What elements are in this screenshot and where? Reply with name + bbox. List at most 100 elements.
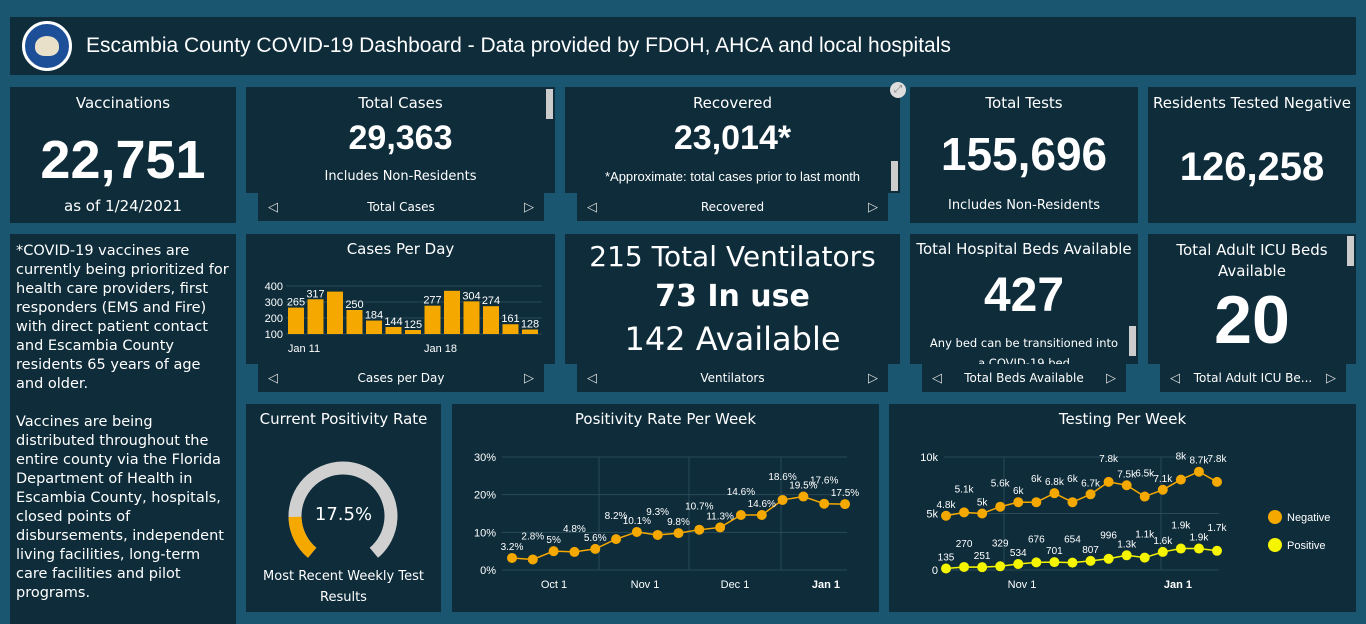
bar xyxy=(424,305,441,334)
data-point xyxy=(1067,557,1078,568)
data-point xyxy=(1175,543,1186,554)
nav-label: Total Cases xyxy=(367,200,435,214)
data-label: 7.5k xyxy=(1117,469,1137,480)
data-point xyxy=(1067,497,1078,508)
next-arrow-icon[interactable]: ▷ xyxy=(1326,370,1336,386)
vaccine-info-text: *COVID-19 vaccines are currently being p… xyxy=(10,234,236,624)
data-label: 4.8% xyxy=(563,524,586,535)
data-point xyxy=(819,498,830,509)
series-line xyxy=(945,547,1218,570)
scrollbar[interactable] xyxy=(1347,236,1354,266)
data-point xyxy=(590,543,601,554)
legend-swatch xyxy=(1268,538,1282,552)
bar-data-label: 317 xyxy=(306,288,324,300)
data-point xyxy=(715,522,726,533)
x-tick-label: Oct 1 xyxy=(541,579,567,591)
next-arrow-icon[interactable]: ▷ xyxy=(868,199,878,215)
y-tick-label: 300 xyxy=(265,297,283,309)
scrollbar[interactable] xyxy=(546,89,553,119)
data-label: 534 xyxy=(1010,548,1027,559)
bar xyxy=(444,290,460,334)
data-point xyxy=(673,528,684,539)
prev-arrow-icon[interactable]: ◁ xyxy=(932,370,942,386)
data-label: 3.2% xyxy=(501,542,524,553)
data-label: 6k xyxy=(1031,474,1043,485)
y-tick-label: 10k xyxy=(920,452,938,464)
cases-per-day-title: Cases Per Day xyxy=(346,240,455,258)
data-label: 8k xyxy=(1176,452,1188,463)
x-tick-label: Jan 11 xyxy=(288,343,320,355)
positivity-gauge xyxy=(288,461,398,558)
data-point xyxy=(1139,552,1150,563)
ventilators-in-use: 73 In use xyxy=(655,279,810,314)
hospital-beds-note: Any bed can be transitioned into a COVID… xyxy=(929,336,1119,364)
data-label: 6k xyxy=(1013,486,1025,497)
data-label: 6.7k xyxy=(1081,478,1101,489)
hospital-beds-title: Total Hospital Beds Available xyxy=(916,240,1132,258)
data-label: 1.9k xyxy=(1171,521,1191,532)
next-arrow-icon[interactable]: ▷ xyxy=(524,199,534,215)
bar xyxy=(463,301,480,334)
next-arrow-icon[interactable]: ▷ xyxy=(1106,370,1116,386)
prev-arrow-icon[interactable]: ◁ xyxy=(268,199,278,215)
x-tick-label: Jan 1 xyxy=(1164,579,1192,591)
data-point xyxy=(1085,555,1096,566)
total-cases-nav: ◁ Total Cases ▷ xyxy=(258,193,544,221)
prev-arrow-icon[interactable]: ◁ xyxy=(1170,370,1180,386)
residents-negative-panel: Residents Tested Negative 126,258 xyxy=(1148,87,1356,223)
data-label: 9.8% xyxy=(667,517,690,528)
icu-beds-value: 20 xyxy=(1214,282,1290,358)
data-label: 135 xyxy=(938,552,955,563)
legend-label: Positive xyxy=(1287,540,1326,552)
page-title: Escambia County COVID-19 Dashboard - Dat… xyxy=(86,34,951,57)
data-label: 8.2% xyxy=(605,511,628,522)
data-label: 270 xyxy=(956,539,973,550)
data-point xyxy=(995,561,1006,572)
scrollbar[interactable] xyxy=(1129,326,1136,356)
bar-data-label: 184 xyxy=(365,310,383,322)
vaccinations-title: Vaccinations xyxy=(75,94,171,112)
data-point xyxy=(548,546,559,557)
scrollbar[interactable] xyxy=(891,161,898,191)
data-point xyxy=(941,510,951,521)
bar xyxy=(502,324,519,334)
testing-week-title: Testing Per Week xyxy=(1058,410,1187,428)
data-label: 19.5% xyxy=(789,481,817,492)
data-point xyxy=(1049,557,1060,568)
next-arrow-icon[interactable]: ▷ xyxy=(867,370,878,386)
bar-data-label: 265 xyxy=(287,297,305,309)
icu-beds-nav: ◁ Total Adult ICU Be... ▷ xyxy=(1160,364,1346,392)
total-cases-note: Includes Non-Residents xyxy=(324,169,477,184)
data-point xyxy=(652,529,663,540)
prev-arrow-icon[interactable]: ◁ xyxy=(587,199,597,215)
bar xyxy=(385,326,402,334)
data-point xyxy=(1193,543,1204,554)
data-point xyxy=(1212,476,1222,487)
y-tick-label: 10% xyxy=(474,527,496,539)
y-tick-label: 5k xyxy=(926,509,938,521)
data-label: 7.1k xyxy=(1153,474,1173,485)
total-cases-value: 29,363 xyxy=(348,119,453,157)
ventilators-total: 215 Total Ventilators xyxy=(589,240,876,273)
nav-label: Total Beds Available xyxy=(964,371,1084,385)
data-point xyxy=(1121,550,1132,561)
data-point xyxy=(1103,553,1114,564)
data-point xyxy=(1157,484,1168,495)
expand-icon[interactable]: ⤢ xyxy=(890,82,906,98)
testing-week-panel: Testing Per Week 0 5k 10k Nov 1 Jan 1 4.8k 5.1… xyxy=(889,404,1356,612)
data-label: 7.8k xyxy=(1099,454,1119,465)
prev-arrow-icon[interactable]: ◁ xyxy=(587,370,597,386)
residents-negative-value: 126,258 xyxy=(1179,145,1325,189)
data-point xyxy=(1085,489,1096,500)
prev-arrow-icon[interactable]: ◁ xyxy=(268,370,278,386)
bar-data-label: 144 xyxy=(384,316,402,328)
bar-data-label: 277 xyxy=(423,295,441,307)
data-label: 5% xyxy=(546,535,561,546)
data-point xyxy=(977,562,988,573)
positivity-week-panel: Positivity Rate Per Week 0% 10% 20% 30% Oct … xyxy=(452,404,879,612)
data-label: 701 xyxy=(1046,546,1063,557)
positivity-week-title: Positivity Rate Per Week xyxy=(574,410,757,428)
next-arrow-icon[interactable]: ▷ xyxy=(523,370,534,386)
hospital-beds-value: 427 xyxy=(983,269,1065,322)
